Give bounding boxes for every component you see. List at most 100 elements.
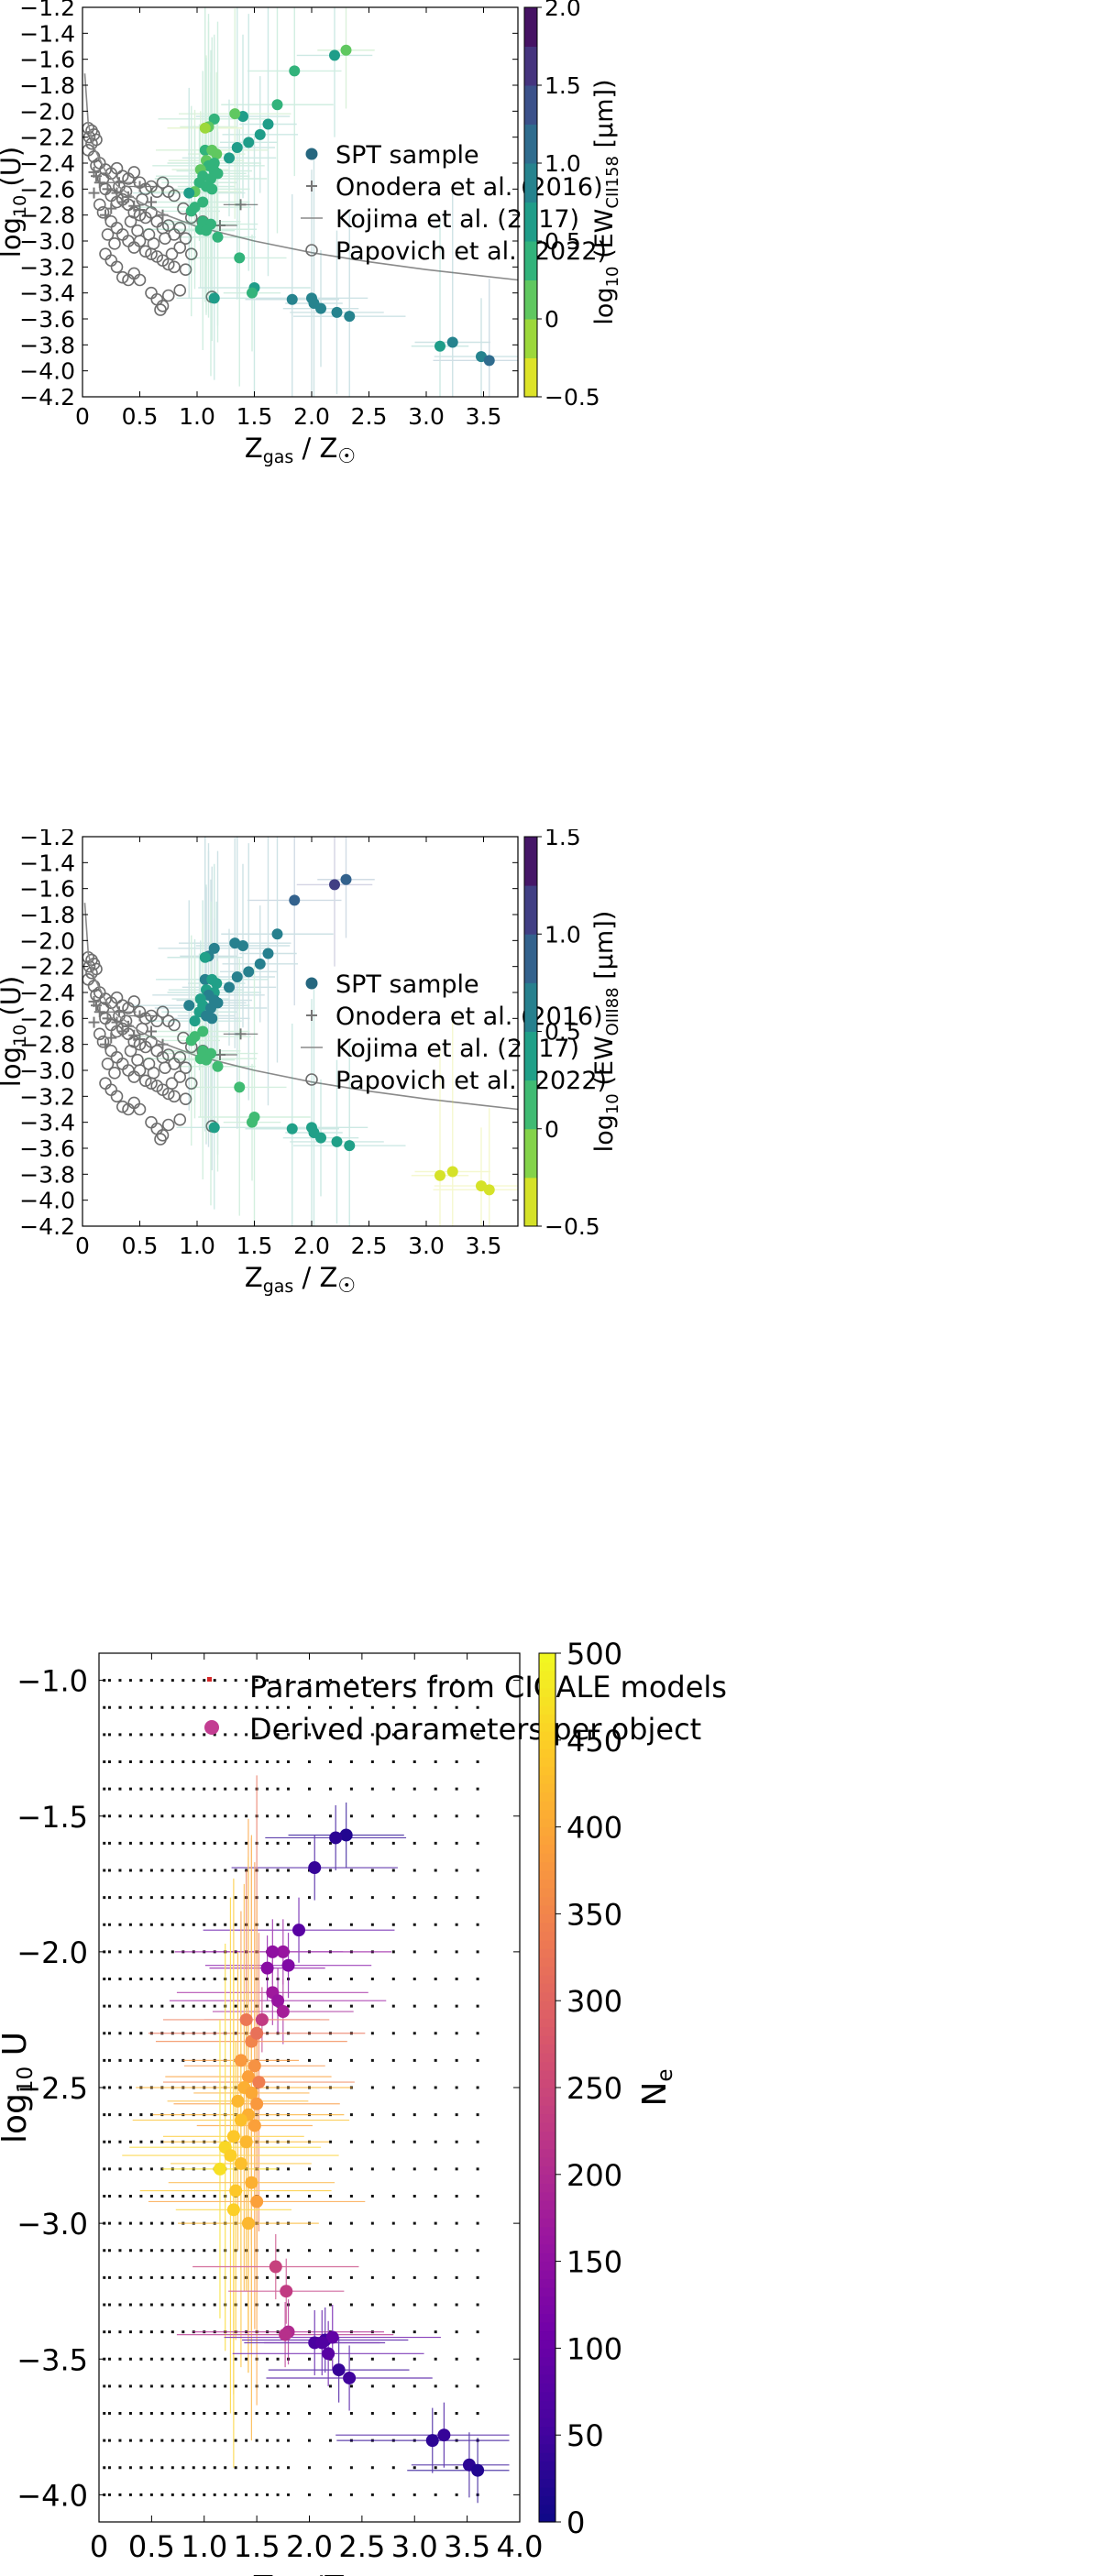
y-tick-label: −3.2 (19, 1083, 75, 1110)
model-grid-point (118, 1869, 122, 1872)
colorbar-segment (539, 1818, 556, 1828)
model-grid-point (476, 1733, 479, 1737)
model-grid-point (328, 2384, 332, 2388)
object-point (281, 1958, 295, 1972)
plot-frame (82, 836, 519, 1227)
model-grid-point (434, 2330, 437, 2334)
y-ticks: −4.2−4.0−3.8−3.6−3.4−3.2−3.0−2.8−2.6−2.4… (19, 829, 518, 1240)
papovich-point (96, 1036, 110, 1048)
model-grid-point (370, 2140, 374, 2143)
object-point (241, 2217, 255, 2231)
model-grid-point (213, 2275, 216, 2279)
model-grid-point (170, 2466, 174, 2470)
model-grid-point (391, 1923, 395, 1926)
model-grid-point (203, 2439, 206, 2442)
spt-point (254, 128, 266, 140)
model-grid-point (434, 1896, 437, 1900)
model-grid-point (203, 2493, 206, 2496)
x-ticks: 0 0.5 1.0 1.5 2.0 2.5 3.0 3.5 (75, 7, 501, 430)
model-grid-point (107, 2113, 111, 2117)
model-grid-point (370, 2058, 374, 2062)
papovich-point (165, 1077, 179, 1090)
model-grid-point (107, 2357, 111, 2361)
papovich-point (127, 267, 141, 280)
colorbar-segment (539, 2183, 556, 2193)
model-grid-point (308, 1733, 311, 1737)
colorbar-segment (539, 1714, 556, 1724)
model-grid-point (434, 2140, 437, 2143)
kojima-curve (83, 73, 519, 281)
model-grid-point (434, 2167, 437, 2171)
colorbar-segment (539, 1844, 556, 1854)
model-grid-point (476, 2357, 479, 2361)
colorbar-segment (539, 1801, 556, 1811)
colorbar: 0 50 100 150 200 250 300 350 400 450 500 (538, 1640, 622, 2540)
spt-point (231, 971, 243, 982)
model-grid-point (149, 2330, 153, 2334)
model-grid-point (103, 2384, 106, 2388)
model-grid-point (192, 2195, 195, 2198)
colorbar-segment (539, 2131, 556, 2141)
model-grid-point (245, 2384, 248, 2388)
model-grid-point (412, 1814, 416, 1818)
colorbar-segment (539, 2061, 556, 2071)
model-grid-point (139, 1679, 143, 1683)
colorbar-tick-label: 300 (566, 1984, 622, 2019)
papovich-point (93, 1027, 106, 1041)
model-grid-point (160, 2493, 164, 2496)
object-point (250, 2026, 264, 2040)
object-point (325, 2330, 339, 2344)
model-grid-point (349, 2140, 353, 2143)
model-grid-point (245, 2439, 248, 2442)
colorbar-segment (539, 2044, 556, 2054)
model-grid-point (308, 2493, 311, 2496)
model-grid-point (455, 2058, 458, 2062)
model-grid-point (266, 2249, 270, 2253)
model-grid-point (203, 2357, 206, 2361)
model-grid-point (170, 2412, 174, 2415)
colorbar-segment (539, 2261, 556, 2271)
model-grid-point (391, 1814, 395, 1818)
spt-points (183, 44, 495, 367)
model-grid-point (328, 1923, 332, 1926)
model-grid-point (328, 2275, 332, 2279)
papovich-point (156, 1005, 170, 1019)
papovich-point (93, 198, 106, 212)
model-grid-point (276, 2384, 280, 2388)
model-grid-point (224, 1705, 227, 1709)
model-grid-point (434, 2303, 437, 2307)
model-grid-point (455, 1679, 458, 1683)
model-grid-point (455, 2221, 458, 2225)
papovich-point (173, 1051, 187, 1064)
model-grid-point (412, 2466, 416, 2470)
model-grid-point (203, 2303, 206, 2307)
model-grid-point (118, 1814, 122, 1818)
y-tick-label: −3.2 (19, 254, 75, 280)
papovich-point (179, 263, 192, 276)
y-ticks: −4.0 −3.5 −3.0 −2.5 −2.0 −1.5 −1.0 (16, 1664, 520, 2513)
model-grid-point (349, 1814, 353, 1818)
x-ticks: 0 0.5 1.0 1.5 2.0 2.5 3.0 3.5 4.0 (90, 1653, 543, 2564)
x-tick-label: 0 (75, 1233, 90, 1259)
x-tick-label: 2.0 (286, 2529, 333, 2564)
model-grid-point (308, 1896, 311, 1900)
model-grid-point (476, 1950, 479, 1954)
x-ticks: 0 0.5 1.0 1.5 2.0 2.5 3.0 3.5 (75, 837, 501, 1259)
model-grid-point (139, 1841, 143, 1845)
model-grid-point (192, 1978, 195, 1980)
papovich-point (159, 1061, 171, 1074)
y-tick-label: −2.0 (16, 1935, 88, 1970)
model-grid-point (107, 1841, 111, 1845)
model-grid-point (203, 1814, 206, 1818)
model-grid-point (234, 1787, 237, 1791)
model-grid-point (213, 2439, 216, 2442)
model-grid-point (234, 2384, 237, 2388)
object-point (224, 2149, 237, 2163)
model-grid-point (476, 1787, 479, 1791)
model-grid-point (118, 1923, 122, 1926)
model-grid-point (266, 2303, 270, 2307)
model-grid-point (287, 2466, 291, 2470)
model-grid-point (118, 2032, 122, 2035)
model-grid-point (128, 1814, 132, 1818)
model-grid-point (391, 1841, 395, 1845)
